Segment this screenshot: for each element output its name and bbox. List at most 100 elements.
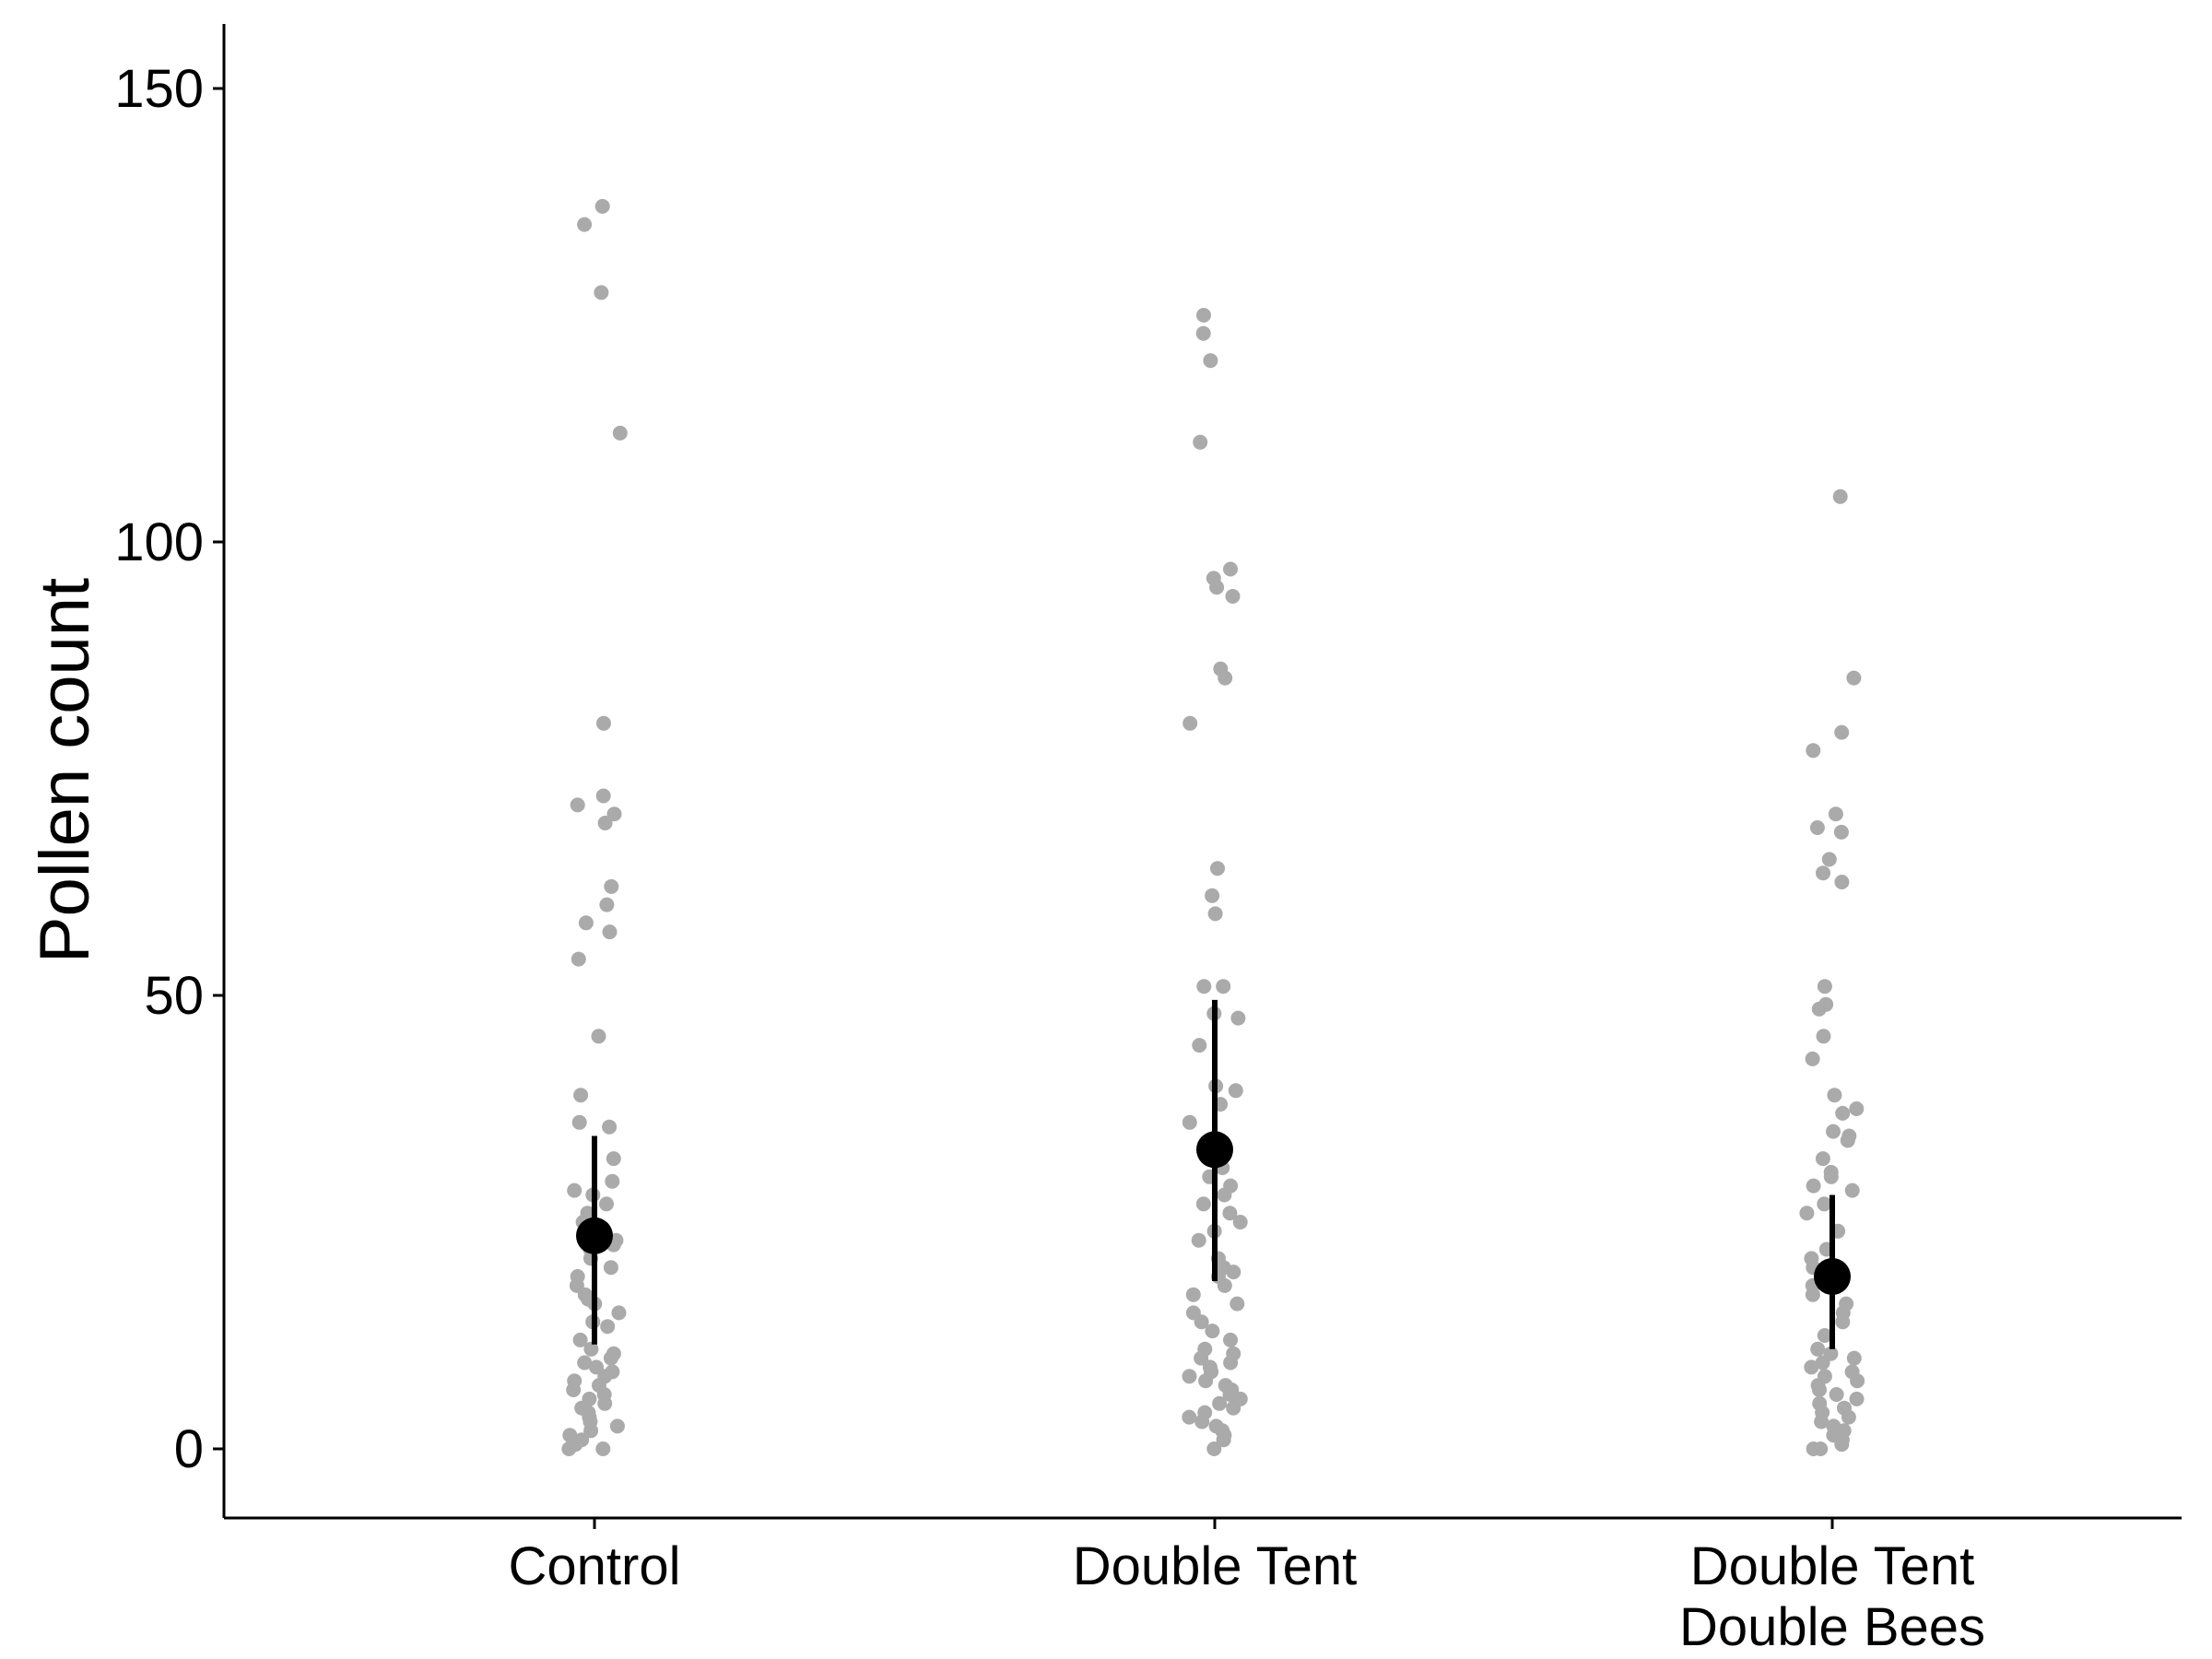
data-point-control-58: [583, 1423, 599, 1439]
data-point-double-tent-3: [1193, 434, 1208, 450]
data-point-control-2: [594, 285, 609, 300]
data-point-double-tent-double-bees-21: [1815, 1151, 1830, 1167]
data-point-double-tent-double-bees-18: [1826, 1124, 1841, 1139]
data-point-control-12: [602, 924, 618, 940]
data-point-control-20: [567, 1182, 582, 1198]
data-point-double-tent-double-bees-10: [1817, 979, 1832, 994]
ticks-layer: 0 50 100 150 Control Double Tent Double Tent Do…: [114, 59, 1985, 1657]
data-point-control-10: [599, 897, 615, 912]
data-point-double-tent-39: [1230, 1296, 1245, 1312]
data-point-double-tent-59: [1182, 1409, 1197, 1425]
data-point-control-9: [604, 878, 619, 894]
mean-point-double-tent: [1196, 1131, 1233, 1169]
y-tick-label-0: 0: [174, 1419, 204, 1479]
data-point-double-tent-double-bees-49: [1849, 1391, 1865, 1406]
data-point-control-30: [603, 1260, 618, 1276]
data-point-double-tent-double-bees-27: [1799, 1206, 1815, 1221]
data-point-double-tent-double-bees-23: [1823, 1169, 1839, 1184]
data-point-double-tent-double-bees-0: [1832, 488, 1848, 504]
data-point-double-tent-double-bees-16: [1849, 1101, 1865, 1116]
data-point-double-tent-28: [1195, 1196, 1211, 1212]
data-point-double-tent-double-bees-47: [1812, 1382, 1827, 1397]
data-point-double-tent-14: [1216, 979, 1231, 994]
data-point-double-tent-42: [1205, 1324, 1220, 1339]
data-point-control-6: [570, 797, 585, 813]
data-point-control-38: [600, 1319, 616, 1335]
data-point-double-tent-9: [1218, 670, 1233, 686]
data-point-double-tent-double-bees-9: [1834, 875, 1850, 889]
data-point-control-5: [595, 788, 611, 804]
data-point-double-tent-double-bees-8: [1816, 865, 1830, 881]
data-point-double-tent-double-bees-3: [1806, 743, 1821, 759]
summary-layer: [576, 999, 1851, 1349]
data-point-double-tent-1: [1195, 325, 1211, 341]
data-point-control-15: [573, 1088, 589, 1103]
data-point-double-tent-47: [1223, 1355, 1239, 1371]
data-point-double-tent-50: [1182, 1369, 1197, 1384]
data-point-double-tent-6: [1209, 580, 1225, 595]
raw-points-layer: [561, 198, 1865, 1456]
x-tick-label-control: Control: [509, 1536, 681, 1596]
data-point-control-8: [597, 816, 613, 830]
data-point-double-tent-double-bees-36: [1835, 1314, 1851, 1330]
data-point-double-tent-double-bees-45: [1850, 1373, 1865, 1389]
data-point-double-tent-37: [1217, 1277, 1232, 1293]
data-point-control-63: [561, 1441, 577, 1456]
data-point-control-39: [572, 1332, 588, 1347]
data-point-double-tent-17: [1230, 1010, 1246, 1026]
data-point-double-tent-double-bees-33: [1805, 1287, 1820, 1302]
data-point-double-tent-15: [1196, 979, 1212, 994]
data-point-control-13: [571, 951, 586, 967]
x-tick-label-double-tent: Double Tent: [1073, 1536, 1358, 1596]
data-point-double-tent-double-bees-12: [1811, 1001, 1827, 1017]
data-point-double-tent-double-bees-4: [1828, 806, 1843, 822]
axes-layer: [222, 24, 2182, 1520]
data-point-double-tent-double-bees-53: [1841, 1409, 1856, 1425]
mean-point-control: [576, 1217, 613, 1254]
data-point-double-tent-double-bees-59: [1834, 1437, 1850, 1453]
data-point-control-57: [609, 1418, 625, 1434]
data-point-double-tent-60: [1194, 1414, 1210, 1430]
y-tick-label-50: 50: [144, 966, 204, 1026]
data-point-double-tent-65: [1206, 1441, 1222, 1456]
data-point-double-tent-double-bees-7: [1821, 852, 1837, 867]
data-point-double-tent-double-bees-14: [1805, 1051, 1820, 1066]
data-point-control-49: [566, 1382, 582, 1397]
data-point-double-tent-double-bees-40: [1846, 1350, 1862, 1366]
data-point-double-tent-double-bees-24: [1806, 1178, 1821, 1194]
data-point-double-tent-11: [1210, 861, 1225, 877]
data-point-double-tent-29: [1222, 1206, 1238, 1221]
data-point-double-tent-double-bees-1: [1846, 670, 1862, 686]
data-point-double-tent-51: [1198, 1373, 1214, 1389]
data-point-control-17: [602, 1119, 618, 1135]
x-tick-label-double-tent-double-bees: Double Tent Double Bees: [1679, 1536, 1985, 1657]
data-point-control-1: [577, 217, 593, 232]
data-point-control-4: [596, 715, 611, 731]
data-point-double-tent-7: [1225, 589, 1241, 604]
data-point-double-tent-35: [1226, 1265, 1241, 1280]
data-point-control-14: [591, 1029, 606, 1044]
data-point-double-tent-4: [1223, 561, 1238, 577]
data-point-control-52: [597, 1395, 613, 1411]
data-point-control-40: [583, 1341, 599, 1357]
data-point-double-tent-38: [1185, 1287, 1201, 1302]
data-point-double-tent-double-bees-61: [1806, 1441, 1821, 1456]
data-point-double-tent-46: [1194, 1350, 1209, 1366]
data-point-double-tent-12: [1205, 888, 1220, 903]
data-point-double-tent-18: [1192, 1038, 1207, 1053]
data-point-control-43: [577, 1355, 593, 1371]
data-point-double-tent-20: [1228, 1083, 1243, 1099]
data-point-double-tent-double-bees-6: [1833, 824, 1849, 840]
data-point-double-tent-double-bees-15: [1827, 1088, 1842, 1103]
data-point-double-tent-double-bees-5: [1809, 820, 1825, 835]
data-point-control-16: [571, 1114, 587, 1130]
data-point-control-42: [603, 1350, 618, 1366]
data-point-control-0: [594, 198, 610, 214]
y-axis-title: Pollen count: [26, 578, 104, 963]
data-point-double-tent-2: [1203, 353, 1218, 369]
data-point-control-62: [595, 1441, 611, 1456]
data-point-double-tent-double-bees-48: [1829, 1387, 1844, 1402]
data-point-control-3: [612, 425, 628, 441]
data-point-control-11: [578, 915, 594, 931]
